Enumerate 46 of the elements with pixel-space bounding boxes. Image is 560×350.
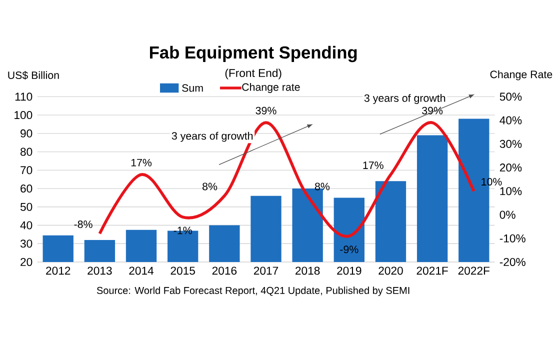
y-tick-label: 80 xyxy=(20,148,32,156)
x-tick-label: 2016 xyxy=(212,266,237,275)
y-tick-label: 30 xyxy=(20,240,32,248)
data-label: 8% xyxy=(314,182,330,190)
y-tick-label: 100 xyxy=(14,111,32,120)
x-tick-label: 2022F xyxy=(458,266,490,275)
x-tick-label: 2019 xyxy=(337,266,362,275)
y-tick-label: 70 xyxy=(20,166,32,174)
y2-axis-title: Change Rate xyxy=(490,70,552,80)
data-label: -9% xyxy=(340,246,358,254)
chart-subtitle: (Front End) xyxy=(225,68,282,80)
data-label: 17% xyxy=(131,158,152,166)
y2-tick-label: -10% xyxy=(500,234,526,242)
y2-tick-label: 0% xyxy=(500,210,516,219)
y-tick-label: 60 xyxy=(20,184,32,193)
y2-tick-label: 30% xyxy=(500,140,522,148)
x-tick-label: 2015 xyxy=(170,266,195,275)
x-tick-label: 2017 xyxy=(254,266,278,275)
y2-tick-label: 40% xyxy=(500,116,522,124)
y2-tick-label: 50% xyxy=(500,92,522,101)
y2-tick-label: -20% xyxy=(500,258,526,266)
y-tick-label: 110 xyxy=(15,92,32,101)
y-axis-title: US$ Billion xyxy=(8,71,59,80)
data-label: -8% xyxy=(74,220,92,228)
annotation: 3 years of growth xyxy=(172,132,253,142)
x-tick-label: 2020 xyxy=(378,266,403,275)
source-note: Source: World Fab Forecast Report, 4Q21 Update, Published by SEMI xyxy=(96,286,410,296)
legend-label: Sum xyxy=(182,84,203,92)
x-tick-label: 2014 xyxy=(129,266,154,275)
x-tick-label: 2021F xyxy=(416,266,448,275)
y-tick-label: 90 xyxy=(20,129,32,138)
y-tick-label: 40 xyxy=(20,221,32,230)
y2-tick-label: 20% xyxy=(500,164,522,172)
chart-title: Fab Equipment Spending xyxy=(150,46,357,62)
x-tick-label: 2018 xyxy=(296,266,320,275)
line-series xyxy=(98,121,476,238)
x-tick-label: 2012 xyxy=(46,266,70,275)
y-tick-label: 50 xyxy=(20,202,32,211)
y2-tick-label: 10% xyxy=(500,187,522,196)
data-label: 17% xyxy=(363,162,384,170)
legend-label: Change rate xyxy=(242,83,300,93)
x-tick-label: 2013 xyxy=(88,266,112,275)
data-label: 39% xyxy=(256,106,276,114)
data-label: 8% xyxy=(202,182,218,190)
y-tick-label: 20 xyxy=(20,258,32,266)
annotation: 3 years of growth xyxy=(364,94,446,104)
